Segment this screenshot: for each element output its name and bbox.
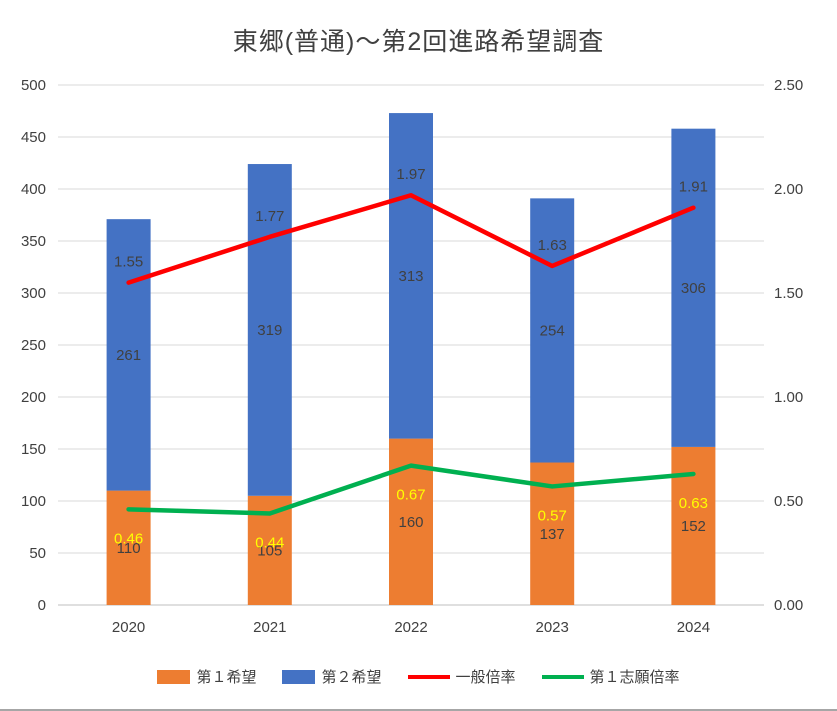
line-data-label: 0.67 bbox=[396, 487, 425, 504]
first-application-ratio-line-swatch-icon bbox=[541, 674, 584, 679]
bar-segment-1 bbox=[389, 113, 433, 439]
x-axis-category-label: 2022 bbox=[394, 619, 427, 636]
right-axis-tick-label: 0.00 bbox=[774, 597, 803, 614]
bar-data-label: 110 bbox=[117, 540, 141, 557]
line-data-label: 0.63 bbox=[679, 495, 708, 512]
left-axis-tick-label: 50 bbox=[29, 545, 46, 562]
bar-segment-1 bbox=[530, 198, 575, 463]
general-ratio-line-swatch-icon bbox=[407, 674, 450, 679]
left-axis-tick-label: 400 bbox=[21, 181, 46, 198]
left-axis-tick-label: 250 bbox=[21, 337, 46, 354]
chart-title: 東郷(普通)～第2回進路希望調査 bbox=[232, 28, 605, 56]
line-data-label: 1.77 bbox=[255, 208, 284, 225]
left-axis-tick-label: 150 bbox=[21, 441, 46, 458]
line-series-0 bbox=[126, 192, 696, 285]
line-series-1 bbox=[126, 463, 696, 516]
right-axis-tick-label: 2.00 bbox=[774, 181, 803, 198]
legend-label-general-ratio: 一般倍率 bbox=[455, 669, 516, 686]
bar-data-label: 313 bbox=[398, 268, 423, 285]
legend-item-first-application-ratio: 第１志願倍率 bbox=[541, 666, 680, 687]
line-data-label: 1.97 bbox=[396, 166, 425, 183]
line-data-label: 0.57 bbox=[538, 507, 567, 524]
left-axis-tick-label: 100 bbox=[21, 493, 46, 510]
left-axis-tick-label: 350 bbox=[21, 233, 46, 250]
left-axis-tick-label: 300 bbox=[21, 285, 46, 302]
legend-item-second-choice: 第２希望 bbox=[282, 666, 382, 687]
left-axis-tick-label: 450 bbox=[21, 129, 46, 146]
line-data-label: 1.91 bbox=[679, 179, 708, 196]
bar-data-label: 319 bbox=[257, 322, 282, 339]
x-axis-category-label: 2024 bbox=[677, 619, 710, 636]
bar-segment-1 bbox=[106, 219, 151, 491]
left-axis-tick-label: 0 bbox=[38, 597, 46, 614]
bar-segment-1 bbox=[671, 128, 716, 447]
x-axis-category-label: 2020 bbox=[112, 619, 145, 636]
left-axis-tick-label: 200 bbox=[21, 389, 46, 406]
bar-data-label: 306 bbox=[681, 280, 706, 297]
bar-data-label: 261 bbox=[116, 347, 141, 364]
legend-label-first-choice: 第１希望 bbox=[196, 669, 257, 686]
line-data-label: 1.55 bbox=[114, 254, 143, 271]
right-axis-tick-label: 1.00 bbox=[774, 389, 803, 406]
bar-data-label: 152 bbox=[681, 518, 706, 535]
bar-data-label: 105 bbox=[257, 542, 282, 559]
legend-label-first-application-ratio: 第１志願倍率 bbox=[589, 669, 680, 686]
second-choice-swatch-icon bbox=[282, 669, 316, 684]
left-axis-tick-label: 500 bbox=[21, 77, 46, 94]
bar-data-label: 254 bbox=[540, 322, 565, 339]
x-axis-category-label: 2023 bbox=[536, 619, 569, 636]
legend-item-first-choice: 第１希望 bbox=[157, 666, 256, 687]
line-data-label: 1.63 bbox=[538, 237, 567, 254]
right-axis-tick-label: 0.50 bbox=[774, 493, 803, 510]
x-axis-category-label: 2021 bbox=[253, 619, 286, 636]
line-data-label: 0.46 bbox=[114, 530, 143, 547]
legend-label-second-choice: 第２希望 bbox=[321, 669, 382, 686]
right-axis-tick-label: 2.50 bbox=[774, 77, 803, 94]
chart-legend: 第１希望 第２希望 一般倍率 第１志願倍率 bbox=[0, 666, 837, 687]
right-axis-tick-label: 1.50 bbox=[774, 285, 803, 302]
line-data-label: 0.44 bbox=[255, 534, 284, 551]
legend-item-general-ratio: 一般倍率 bbox=[407, 666, 516, 687]
bar-data-label: 160 bbox=[398, 514, 423, 531]
bar-segment-1 bbox=[247, 164, 292, 496]
bar-data-label: 137 bbox=[540, 526, 565, 543]
first-choice-swatch-icon bbox=[157, 669, 191, 684]
